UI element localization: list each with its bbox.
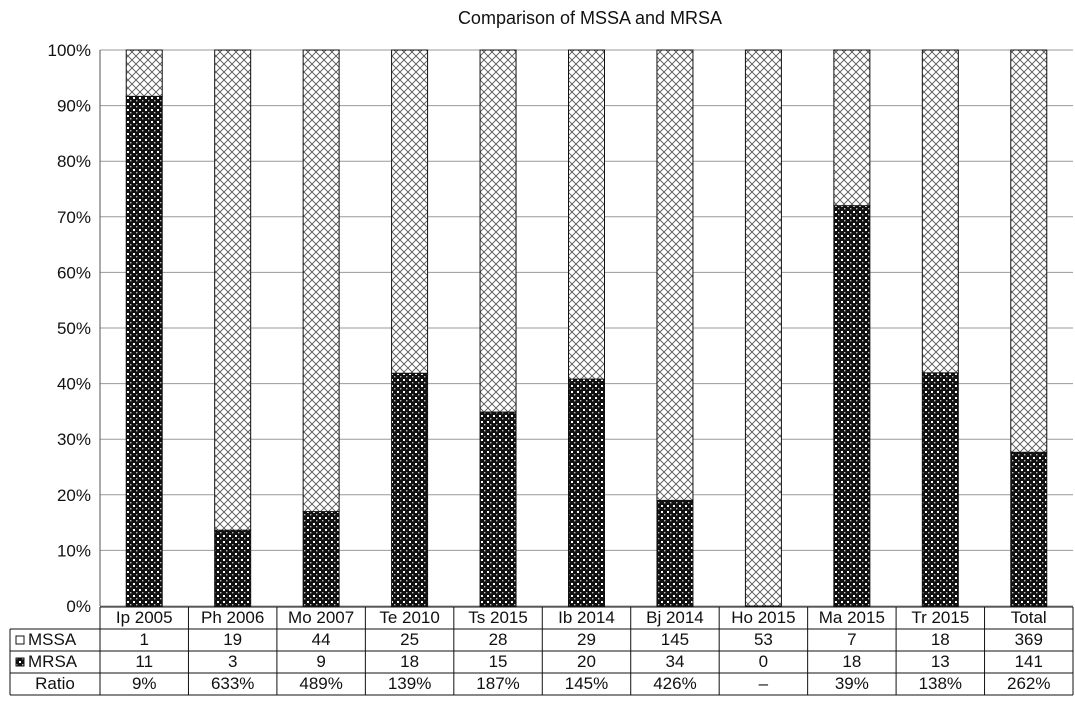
table-cell: 28 (489, 630, 508, 649)
table-cell: 25 (400, 630, 419, 649)
table-cell: 187% (476, 674, 519, 693)
bar-mrsa (833, 205, 871, 607)
y-tick-label: 0% (66, 597, 91, 616)
table-cell: 44 (312, 630, 331, 649)
x-category-label: Ma 2015 (819, 608, 885, 627)
table-row-label: MSSA (28, 630, 77, 649)
x-category-label: Mo 2007 (288, 608, 354, 627)
bar-mssa (921, 49, 959, 374)
table-cell: 262% (1007, 674, 1050, 693)
bar-mrsa (1010, 451, 1048, 607)
bar-mssa (833, 49, 871, 207)
table-cell: 11 (135, 652, 153, 671)
bar-mssa (479, 49, 517, 413)
y-tick-label: 80% (57, 152, 91, 171)
table-cell: 9 (316, 652, 325, 671)
table-cell: 0 (759, 652, 768, 671)
legend-marker-mrsa (15, 657, 25, 667)
bar-mssa (125, 49, 163, 97)
y-tick-label: 100% (48, 41, 91, 60)
chart-title: Comparison of MSSA and MRSA (457, 8, 723, 28)
table-cell: 139% (388, 674, 431, 693)
bar-mssa (744, 49, 782, 607)
table-cell: 1 (139, 630, 148, 649)
bar-mrsa (391, 372, 429, 607)
table-cell: 39% (835, 674, 869, 693)
x-category-label: Total (1011, 608, 1047, 627)
table-row-label: Ratio (35, 674, 75, 693)
bar-mssa (214, 49, 252, 531)
table-cell: 29 (577, 630, 596, 649)
y-tick-label: 10% (57, 541, 91, 560)
y-tick-label: 70% (57, 208, 91, 227)
table-cell: 53 (754, 630, 773, 649)
bar-mrsa (568, 378, 605, 607)
x-category-label: Ts 2015 (468, 608, 528, 627)
table-cell: 145 (661, 630, 689, 649)
y-tick-label: 90% (57, 97, 91, 116)
y-tick-label: 20% (57, 486, 91, 505)
x-category-label: Ib 2014 (558, 608, 615, 627)
y-tick-label: 60% (57, 263, 91, 282)
bar-mrsa (302, 511, 340, 607)
table-cell: 18 (842, 652, 861, 671)
table-cell: 369 (1015, 630, 1043, 649)
bar-mrsa (214, 529, 252, 607)
y-tick-label: 40% (57, 375, 91, 394)
y-tick-label: 30% (57, 430, 91, 449)
table-cell: 426% (653, 674, 696, 693)
table-cell: 3 (228, 652, 237, 671)
table-cell: 20 (577, 652, 596, 671)
table-cell: – (759, 674, 769, 693)
table-cell: 7 (847, 630, 856, 649)
x-category-label: Ho 2015 (731, 608, 795, 627)
bar-mrsa (479, 411, 517, 607)
x-category-label: Ip 2005 (116, 608, 173, 627)
table-row-label: MRSA (28, 652, 78, 671)
x-category-label: Tr 2015 (911, 608, 969, 627)
bar-mssa (1010, 49, 1048, 453)
y-tick-label: 50% (57, 319, 91, 338)
table-cell: 633% (211, 674, 254, 693)
table-cell: 13 (931, 652, 950, 671)
table-cell: 34 (665, 652, 684, 671)
table-cell: 18 (400, 652, 419, 671)
table-cell: 145% (565, 674, 608, 693)
x-category-label: Bj 2014 (646, 608, 704, 627)
bar-mssa (302, 49, 340, 513)
table-cell: 19 (223, 630, 242, 649)
table-cell: 15 (489, 652, 508, 671)
bar-mrsa (125, 95, 163, 607)
bar-mrsa (921, 372, 959, 607)
table-cell: 489% (299, 674, 342, 693)
x-category-label: Ph 2006 (201, 608, 264, 627)
x-category-label: Te 2010 (379, 608, 440, 627)
bar-mssa (656, 49, 694, 501)
bar-mrsa (656, 499, 694, 607)
table-cell: 141 (1015, 652, 1043, 671)
table-cell: 18 (931, 630, 950, 649)
bar-mssa (391, 49, 429, 374)
table-cell: 138% (919, 674, 962, 693)
table-cell: 9% (132, 674, 157, 693)
legend-marker-mssa (15, 635, 25, 645)
bar-mssa (568, 49, 605, 380)
